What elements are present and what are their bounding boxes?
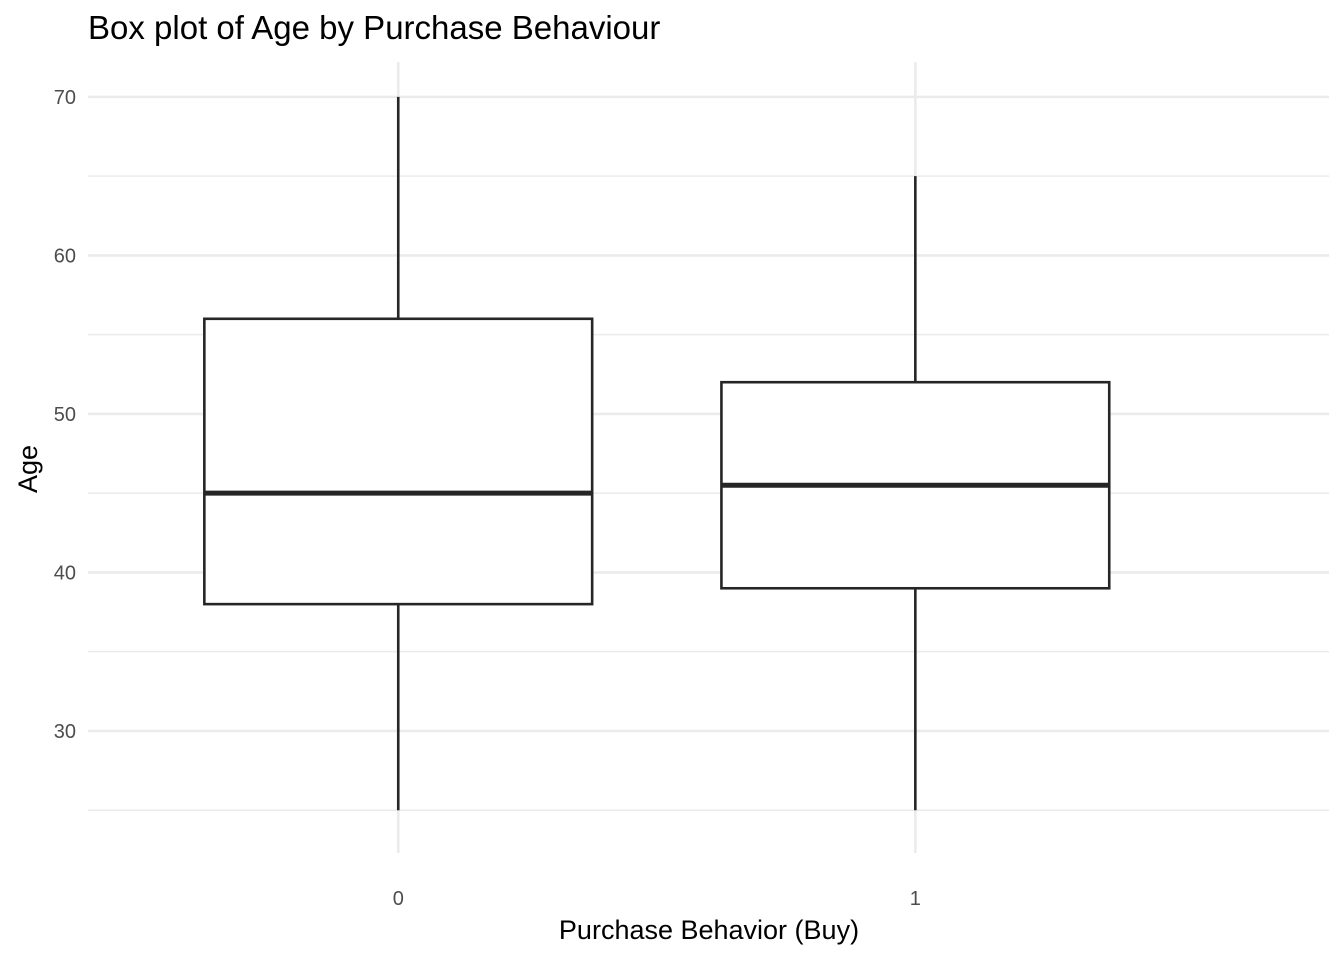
- y-tick-label: 60: [54, 245, 76, 267]
- y-axis-ticks: 30 40 50 60 70: [54, 87, 76, 743]
- x-tick-label: 0: [393, 888, 404, 910]
- boxes: [203, 96, 1111, 811]
- y-tick-label: 50: [54, 404, 76, 426]
- iqr-box: [203, 317, 594, 606]
- y-axis-title: Age: [13, 445, 43, 493]
- chart-title: Box plot of Age by Purchase Behaviour: [88, 9, 660, 46]
- x-axis-title: Purchase Behavior (Buy): [559, 915, 859, 945]
- x-tick-label: 1: [910, 888, 921, 910]
- y-tick-label: 30: [54, 721, 76, 743]
- y-tick-label: 40: [54, 562, 76, 584]
- y-tick-label: 70: [54, 87, 76, 109]
